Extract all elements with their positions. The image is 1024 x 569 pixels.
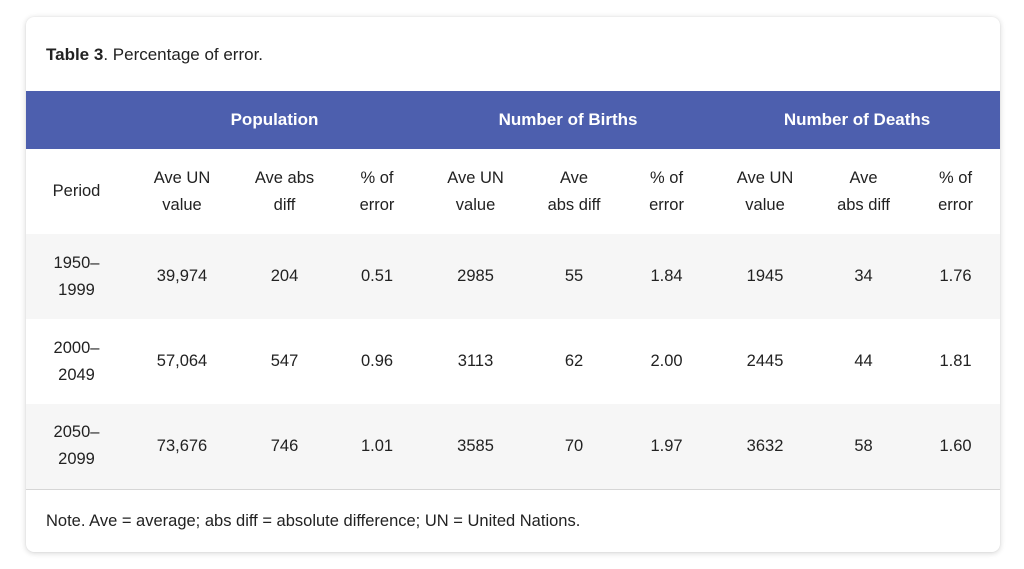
column-header-period: Period bbox=[26, 149, 127, 234]
cell-value: 204 bbox=[237, 234, 332, 319]
column-header-pop-ave-un: Ave UN value bbox=[127, 149, 237, 234]
cell-value: 44 bbox=[816, 319, 912, 404]
cell-value: 2.00 bbox=[619, 319, 715, 404]
cell-value: 58 bbox=[816, 404, 912, 490]
cell-value: 3113 bbox=[422, 319, 530, 404]
column-header-deaths-pct-error: % of error bbox=[911, 149, 1000, 234]
cell-period: 1950– 1999 bbox=[26, 234, 127, 319]
cell-value: 1.01 bbox=[332, 404, 423, 490]
table-caption-label: Table 3 bbox=[46, 45, 104, 64]
cell-value: 1.97 bbox=[619, 404, 715, 490]
data-table: Population Number of Births Number of De… bbox=[26, 91, 1000, 490]
cell-value: 70 bbox=[529, 404, 620, 490]
cell-value: 1.81 bbox=[911, 319, 1000, 404]
table-card: Table 3. Percentage of error. Population… bbox=[26, 17, 1000, 552]
group-header-births: Number of Births bbox=[422, 91, 715, 149]
cell-value: 34 bbox=[816, 234, 912, 319]
cell-value: 39,974 bbox=[127, 234, 237, 319]
group-header-population: Population bbox=[127, 91, 423, 149]
column-header-births-ave-un: Ave UN value bbox=[422, 149, 530, 234]
cell-value: 1.76 bbox=[911, 234, 1000, 319]
group-header-row: Population Number of Births Number of De… bbox=[26, 91, 1000, 149]
group-header-empty bbox=[26, 91, 127, 149]
column-header-pop-abs-diff: Ave abs diff bbox=[237, 149, 332, 234]
table-row: 2000– 2049 57,064 547 0.96 3113 62 2.00 … bbox=[26, 319, 1000, 404]
cell-value: 1.84 bbox=[619, 234, 715, 319]
table-caption-text: . Percentage of error. bbox=[103, 45, 264, 64]
column-header-deaths-ave-un: Ave UN value bbox=[714, 149, 817, 234]
cell-value: 746 bbox=[237, 404, 332, 490]
cell-value: 73,676 bbox=[127, 404, 237, 490]
cell-value: 0.51 bbox=[332, 234, 423, 319]
cell-period: 2000– 2049 bbox=[26, 319, 127, 404]
cell-period: 2050– 2099 bbox=[26, 404, 127, 490]
table-row: 2050– 2099 73,676 746 1.01 3585 70 1.97 … bbox=[26, 404, 1000, 490]
table-row: 1950– 1999 39,974 204 0.51 2985 55 1.84 … bbox=[26, 234, 1000, 319]
cell-value: 62 bbox=[529, 319, 620, 404]
cell-value: 2985 bbox=[422, 234, 530, 319]
cell-value: 3632 bbox=[714, 404, 817, 490]
cell-value: 55 bbox=[529, 234, 620, 319]
cell-value: 1945 bbox=[714, 234, 817, 319]
column-header-pop-pct-error: % of error bbox=[332, 149, 423, 234]
column-header-deaths-abs-diff: Ave abs diff bbox=[816, 149, 912, 234]
group-header-deaths: Number of Deaths bbox=[714, 91, 1000, 149]
cell-value: 0.96 bbox=[332, 319, 423, 404]
column-header-row: Period Ave UN value Ave abs diff % of er… bbox=[26, 149, 1000, 234]
cell-value: 547 bbox=[237, 319, 332, 404]
cell-value: 57,064 bbox=[127, 319, 237, 404]
column-header-births-abs-diff: Ave abs diff bbox=[529, 149, 620, 234]
column-header-births-pct-error: % of error bbox=[619, 149, 715, 234]
cell-value: 1.60 bbox=[911, 404, 1000, 490]
table-caption: Table 3. Percentage of error. bbox=[26, 17, 1000, 91]
cell-value: 3585 bbox=[422, 404, 530, 490]
cell-value: 2445 bbox=[714, 319, 817, 404]
table-note: Note. Ave = average; abs diff = absolute… bbox=[46, 511, 581, 530]
